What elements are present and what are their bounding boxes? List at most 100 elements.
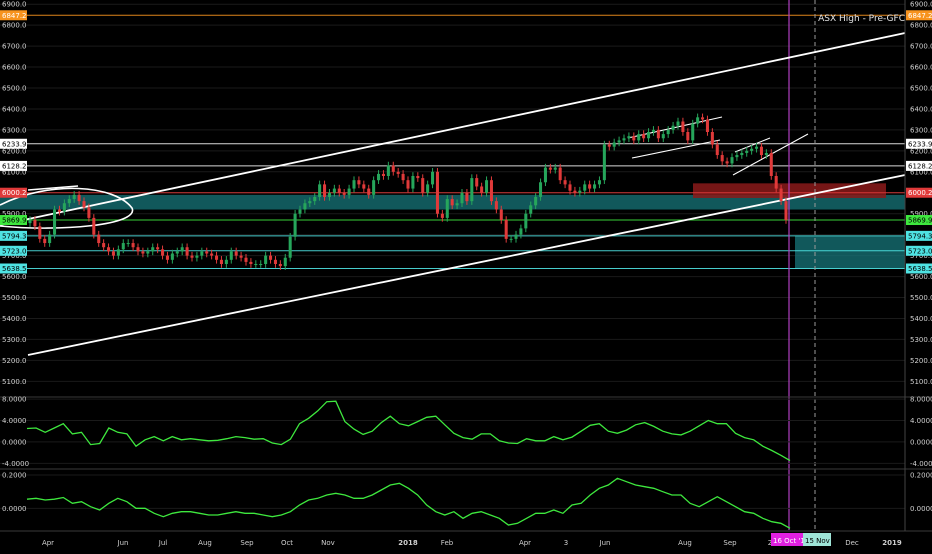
level-tag-right (906, 245, 932, 256)
candle-body (347, 188, 351, 195)
candle-body (82, 201, 86, 208)
level-tag-right-label: 5869.9 (908, 217, 932, 225)
candle-body (445, 199, 449, 218)
chart-title: ASX High - Pre-GFC (818, 14, 905, 24)
level-tag-left (0, 263, 27, 274)
indicator-tick-label: 4.0000 (910, 417, 932, 425)
level-tag-left-label: 5794.3 (2, 232, 27, 240)
candle-body (185, 247, 189, 256)
candle-body (264, 255, 268, 264)
candle-body (480, 186, 484, 193)
candle-body (696, 117, 700, 124)
candle-body (774, 176, 778, 189)
candle-body (190, 255, 194, 258)
candle-body (671, 125, 675, 130)
price-tick-label: 6800.0 (910, 22, 932, 30)
candle-body (327, 192, 331, 197)
candle-body (111, 251, 115, 256)
candle-body (283, 257, 287, 267)
candle-body (219, 259, 223, 264)
candle-body (647, 132, 651, 139)
price-tick-label: 6400.0 (910, 105, 932, 113)
price-left-tick-label: 6200.0 (2, 147, 27, 155)
candle-body (97, 234, 101, 244)
time-tick-label: 3 (564, 539, 568, 547)
candle-body (175, 251, 179, 254)
candle-body (642, 134, 646, 139)
candle-body (293, 213, 297, 237)
candle-body (455, 203, 459, 206)
candle-body (180, 247, 184, 252)
candle-body (543, 167, 547, 183)
candle-body (504, 220, 508, 239)
time-tick-label: Aug (678, 539, 692, 547)
candle-body (224, 259, 228, 264)
price-left-tick-label: 5700.0 (2, 252, 27, 260)
price-tick-label: 5500.0 (910, 294, 932, 302)
level-tag-right-label: 5723.0 (908, 247, 932, 255)
indicator-tick-label: 0.2000 (910, 472, 932, 480)
candle-body (602, 144, 606, 181)
candle-body (691, 123, 695, 141)
candle-body (534, 196, 538, 206)
price-tick-label: 6600.0 (910, 64, 932, 72)
indicator-tick-label: 0.0000 (910, 438, 932, 446)
candle-body (210, 253, 214, 256)
level-tag-left (0, 160, 27, 171)
indicator-left-tick-label: 4.0000 (2, 417, 27, 425)
candle-body (470, 178, 474, 202)
level-tag-right-label: 6000.2 (908, 189, 932, 197)
candle-body (33, 220, 37, 227)
candle-body (107, 247, 111, 252)
candle-body (337, 188, 341, 193)
indicators-layer: 8.0000 8.0000 4.0000 4.0000 0.0000 0.0000 -4.0… (0, 396, 932, 532)
candle-body (318, 184, 322, 197)
time-tick-label: 2018 (398, 539, 418, 547)
time-tick-label: Apr (42, 539, 54, 547)
candle-body (367, 188, 371, 195)
candle-body (342, 192, 346, 195)
level-tag-left (0, 10, 27, 21)
candle-body (617, 140, 621, 143)
candle-body (62, 203, 66, 212)
indicator-left-tick-label: 0.0000 (2, 438, 27, 446)
candle-body (381, 173, 385, 176)
candle-body (151, 247, 155, 252)
candle-body (377, 173, 381, 181)
price-left-tick-label: 6900.0 (2, 1, 27, 9)
candle-body (87, 207, 91, 218)
level-tag-left-label: 5638.5 (2, 265, 27, 273)
candle-body (259, 264, 263, 265)
candle-body (465, 192, 469, 202)
candle-body (102, 243, 106, 248)
candle-body (460, 192, 464, 204)
candle-body (720, 155, 724, 162)
candle-body (485, 180, 489, 193)
level-tag-right (906, 263, 932, 274)
price-tick-label: 5700.0 (910, 252, 932, 260)
price-tick-label: 6100.0 (910, 168, 932, 176)
time-tick-label: Jun (117, 539, 129, 547)
candle-body (612, 142, 616, 147)
candle-body (494, 201, 498, 210)
candle-body (632, 136, 636, 141)
level-tag-right (906, 10, 932, 21)
level-tag-left-label: 5723.0 (2, 247, 27, 255)
level-tag-left (0, 245, 27, 256)
candle-body (239, 255, 243, 258)
candle-body (156, 247, 160, 250)
candle-body (77, 194, 81, 202)
candle-body (627, 136, 631, 139)
price-tick-label: 5200.0 (910, 357, 932, 365)
candle-body (539, 182, 543, 197)
candle-body (661, 134, 665, 139)
candle-body (705, 119, 709, 132)
level-tag-right (906, 138, 932, 149)
candle-body (656, 129, 660, 139)
level-tag-left-label: 6847.2 (2, 12, 27, 20)
price-left-tick-label: 6500.0 (2, 85, 27, 93)
candle-body (254, 264, 258, 265)
lower-channel-trendline (27, 174, 906, 356)
